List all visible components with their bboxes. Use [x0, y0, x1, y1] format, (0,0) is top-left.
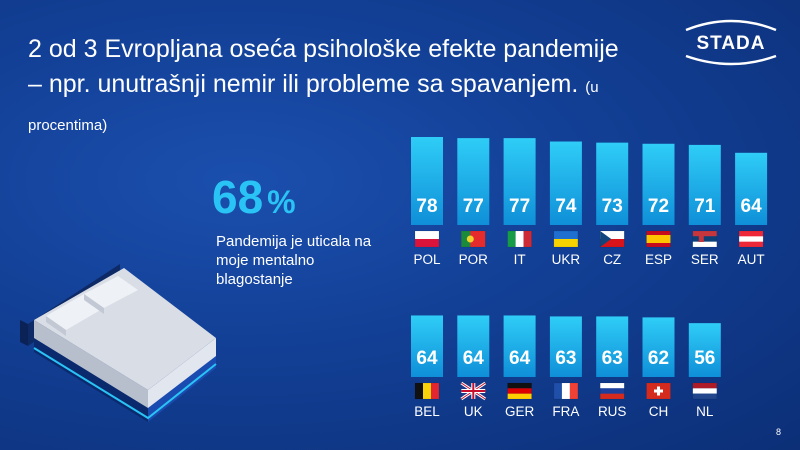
- bar-ger: [503, 315, 536, 377]
- category-label-ukr: UKR: [552, 252, 581, 267]
- value-label-pol: 78: [416, 196, 437, 217]
- austria-flag-icon: [738, 230, 764, 248]
- spain-flag-icon: [646, 230, 671, 248]
- category-label-pol: POL: [413, 252, 441, 267]
- highlight-description: Pandemija je uticala na moje mentalno bl…: [216, 233, 372, 288]
- value-label-ger: 64: [509, 348, 531, 369]
- highlight-percentage: 68%: [212, 172, 296, 227]
- bar-rus: [596, 316, 629, 377]
- category-label-ch: CH: [649, 404, 669, 419]
- value-label-uk: 64: [463, 348, 485, 369]
- logo-text: STADA: [696, 33, 766, 54]
- bar-uk: [457, 315, 490, 377]
- value-label-it: 77: [509, 196, 530, 217]
- category-label-aut: AUT: [738, 252, 765, 267]
- netherlands-flag-icon: [692, 382, 718, 400]
- value-label-ch: 62: [648, 348, 669, 369]
- bar-aut: [735, 152, 768, 225]
- switzerland-flag-icon: [646, 382, 671, 400]
- category-label-cz: CZ: [603, 252, 621, 267]
- value-label-cz: 73: [602, 196, 623, 217]
- bar-ch: [642, 317, 675, 377]
- bar-por: [457, 138, 490, 225]
- category-label-bel: BEL: [414, 404, 440, 419]
- category-label-uk: UK: [464, 404, 483, 419]
- title-unit: (u procentima): [28, 79, 599, 134]
- slide-title: 2 od 3 Evropljana oseća psihološke efekt…: [28, 32, 628, 143]
- value-label-bel: 64: [416, 348, 438, 369]
- germany-flag-icon: [507, 382, 532, 400]
- russia-flag-icon: [599, 382, 625, 400]
- logo-arcs-icon: [685, 19, 777, 66]
- highlight-unit: %: [267, 184, 296, 220]
- bar-bel: [411, 315, 443, 377]
- value-label-aut: 64: [741, 196, 763, 217]
- serbia-flag-icon: [692, 230, 718, 248]
- united-kingdom-flag-icon: [460, 381, 487, 401]
- category-label-esp: ESP: [645, 252, 672, 267]
- category-label-it: IT: [514, 252, 526, 267]
- value-label-por: 77: [463, 196, 484, 217]
- value-label-ukr: 74: [555, 196, 577, 217]
- value-label-esp: 72: [648, 196, 669, 217]
- bar-esp: [642, 143, 675, 225]
- belgium-flag-icon: [414, 382, 440, 400]
- title-text: 2 od 3 Evropljana oseća psihološke efekt…: [28, 35, 619, 98]
- bar-cz: [596, 142, 629, 225]
- bar-ukr: [549, 141, 582, 225]
- page-number: 8: [776, 427, 782, 437]
- category-label-rus: RUS: [598, 404, 627, 419]
- czechia-flag-icon: [599, 230, 625, 248]
- highlight-value: 68: [212, 171, 264, 223]
- bar-fra: [549, 316, 582, 377]
- category-label-por: POR: [459, 252, 489, 267]
- value-label-rus: 63: [602, 348, 623, 369]
- category-label-fra: FRA: [552, 404, 579, 419]
- france-flag-icon: [553, 382, 579, 400]
- poland-flag-icon: [414, 230, 440, 248]
- value-label-nl: 56: [694, 348, 715, 369]
- ukraine-flag-icon: [553, 230, 579, 248]
- value-label-ser: 71: [694, 196, 716, 217]
- category-label-nl: NL: [696, 404, 714, 419]
- category-label-ser: SER: [691, 252, 719, 267]
- bar-ser: [688, 144, 721, 225]
- italy-flag-icon: [507, 230, 532, 248]
- bar-pol: [411, 137, 443, 225]
- category-label-ger: GER: [505, 404, 535, 419]
- portugal-flag-icon: [461, 230, 486, 248]
- bar-nl: [688, 323, 721, 377]
- bar-it: [503, 138, 536, 225]
- stada-logo: STADA: [676, 16, 786, 68]
- value-label-fra: 63: [555, 348, 576, 369]
- bed-illustration-icon: [20, 264, 217, 422]
